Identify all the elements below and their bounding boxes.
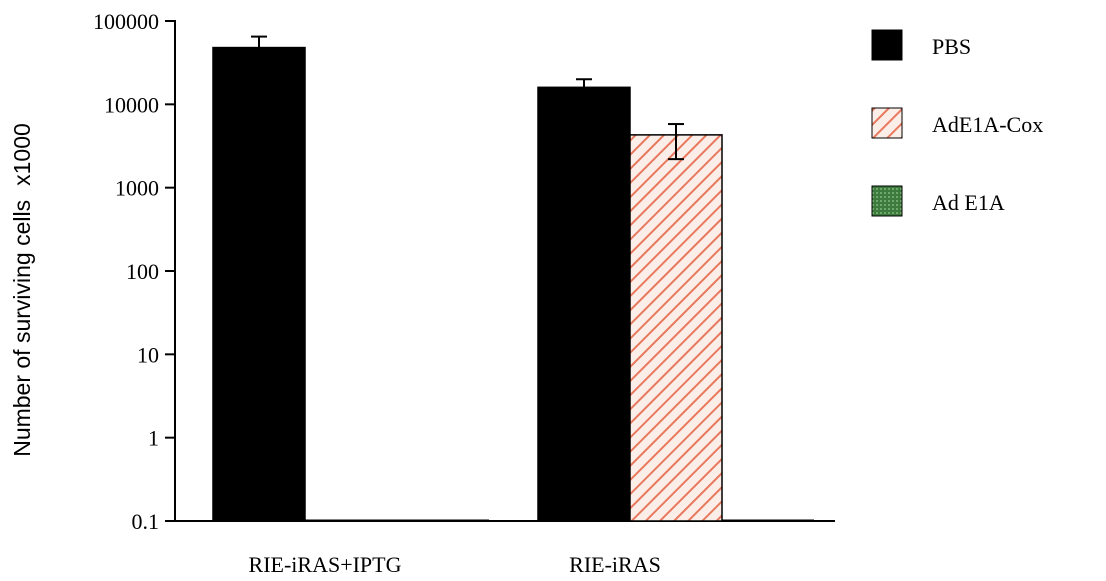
y-tick-label: 10000 <box>104 92 159 117</box>
y-tick-label: 100000 <box>93 9 159 34</box>
legend-swatch <box>871 185 903 217</box>
y-axis-unit: x1000 <box>9 123 35 186</box>
bar-pbs-0 <box>212 46 306 522</box>
bar-pbs-1 <box>537 86 631 522</box>
y-tick-label: 1 <box>148 426 159 451</box>
x-category-label: RIE-iRAS+IPTG <box>249 552 402 577</box>
y-axis-label-text: Number of surviving cells <box>9 200 35 457</box>
bar-ade1a-cox-1 <box>629 134 723 522</box>
legend: PBS AdE1A-Cox Ad E1A <box>871 29 1043 217</box>
x-category-label: RIE-iRAS <box>569 552 661 577</box>
legend-swatch <box>871 29 903 61</box>
error-bars <box>251 35 684 161</box>
legend-label: Ad E1A <box>932 190 1005 215</box>
y-tick-label: 10 <box>137 342 159 367</box>
y-tick-label: 1000 <box>115 176 159 201</box>
legend-label: PBS <box>932 34 971 59</box>
legend-swatch <box>871 107 903 139</box>
y-ticks: 100000 10000 1000 100 10 1 0.1 <box>93 9 175 534</box>
bars <box>212 46 814 522</box>
y-tick-label: 100 <box>126 259 159 284</box>
legend-label: AdE1A-Cox <box>932 112 1043 137</box>
x-category-labels: RIE-iRAS+IPTG RIE-iRAS <box>249 552 661 577</box>
y-tick-label: 0.1 <box>132 509 160 534</box>
y-axis-label: Number of surviving cells x1000 <box>9 123 35 457</box>
